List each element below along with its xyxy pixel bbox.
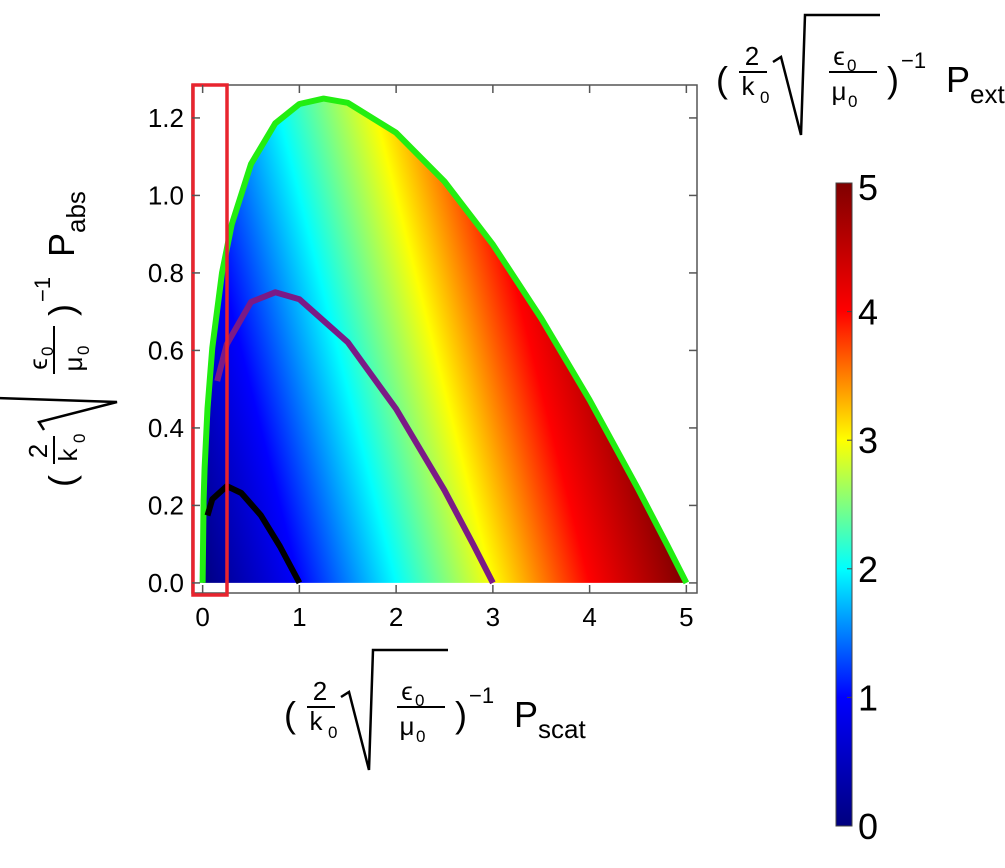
x-axis-label-part: 0: [415, 691, 424, 710]
y-tick-label: 0.4: [148, 413, 184, 443]
colorbar-label-part: ext: [970, 79, 1005, 109]
y-axis-label-part: 0: [70, 434, 89, 443]
y-tick-label: 0.6: [148, 335, 184, 365]
colorbar-tick-label: 0: [858, 806, 878, 847]
curve: [204, 483, 303, 585]
colorbar-label-part: μ: [832, 76, 847, 106]
colorbar-tick-label: 4: [858, 292, 878, 333]
y-tick-label: 1.2: [148, 103, 184, 133]
colorbar-label-part: −1: [901, 48, 926, 73]
radical: [0, 323, 118, 431]
y-axis-label-part: 2: [23, 444, 53, 458]
highlight-box: [191, 83, 229, 597]
y-axis-label-part: μ: [58, 357, 88, 372]
colorbar-label-part: P: [946, 59, 970, 100]
colorbar-tick-label: 1: [858, 677, 878, 718]
colorbar-label-part: k: [742, 71, 756, 101]
radical: [772, 13, 880, 136]
x-axis-label-part: 0: [328, 723, 337, 742]
y-tick-label: 1.0: [148, 180, 184, 210]
y-axis-label-part: (: [41, 475, 82, 487]
x-axis-label-part: −1: [469, 683, 494, 708]
y-axis-label-part: k: [53, 448, 83, 462]
x-axis-label-part: k: [310, 706, 324, 736]
colorbar-label-part: 2: [745, 41, 759, 71]
y-axis-label-part: −1: [30, 277, 55, 302]
y-axis-label-part: ): [41, 304, 82, 316]
x-tick-label: 2: [389, 602, 403, 632]
colorbar-tick-label: 3: [858, 420, 878, 461]
x-tick-label: 0: [195, 602, 209, 632]
x-tick-label: 4: [582, 602, 596, 632]
radical: [340, 648, 448, 771]
x-tick-label: 5: [679, 602, 693, 632]
y-tick-label: 0.0: [148, 568, 184, 598]
x-axis-label-part: 2: [313, 676, 327, 706]
y-axis-label-part: P: [41, 233, 82, 257]
x-axis-label-part: 0: [416, 727, 425, 746]
y-tick-label: 0.8: [148, 258, 184, 288]
colorbar-label-part: 0: [760, 88, 769, 107]
y-tick-label: 0.2: [148, 490, 184, 520]
y-axis-label-part: 0: [38, 347, 57, 356]
x-axis-label-part: ϵ: [401, 676, 413, 706]
colorbar-label-part: 0: [848, 92, 857, 111]
colorbar-label-part: (: [716, 59, 728, 100]
y-axis-label-part: abs: [61, 191, 91, 233]
y-axis-label-part: 0: [74, 346, 93, 355]
x-axis-label-part: P: [514, 694, 538, 735]
colorbar-tick-label: 5: [858, 167, 878, 208]
x-axis-label-part: scat: [538, 714, 586, 744]
colorbar-label-part: ): [887, 59, 899, 100]
x-tick-label: 1: [292, 602, 306, 632]
colorbar-label-part: 0: [847, 56, 856, 75]
x-axis-label-part: (: [284, 694, 296, 735]
filled-region: [202, 98, 687, 583]
x-tick-label: 3: [486, 602, 500, 632]
colorbar: [835, 182, 853, 827]
curve: [214, 289, 496, 585]
x-axis-label-part: μ: [400, 711, 415, 741]
colorbar-tick-label: 2: [858, 549, 878, 590]
x-axis-label-part: ): [455, 694, 467, 735]
colorbar-label-part: ϵ: [833, 41, 845, 71]
y-axis-label-part: ϵ: [23, 358, 53, 370]
curve: [199, 95, 690, 585]
